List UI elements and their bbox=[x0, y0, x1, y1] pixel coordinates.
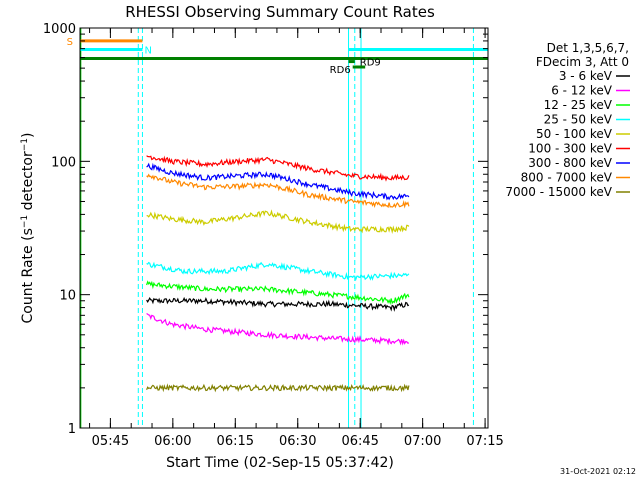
legend-header-line-1: Det 1,3,5,6,7, bbox=[547, 41, 629, 55]
series-25-50-kev bbox=[146, 261, 410, 282]
y-tick-label-1000: 1000 bbox=[43, 22, 76, 37]
legend: Det 1,3,5,6,7, FDecim 3, Att 0 3 - 6 keV… bbox=[505, 41, 630, 199]
series-7000-15000-kev bbox=[146, 383, 410, 393]
series-300-800-kev bbox=[146, 162, 410, 201]
legend-label-100-300-kev: 100 - 300 keV bbox=[528, 142, 612, 156]
y-axis-label: Count Rate (s−1 detector−1) bbox=[20, 133, 36, 324]
x-axis-label: Start Time (02-Sep-15 05:37:42) bbox=[166, 455, 394, 471]
legend-label-25-50-kev: 25 - 50 keV bbox=[544, 113, 613, 127]
series-line-7000-15000-kev bbox=[146, 383, 410, 393]
series-100-300-kev bbox=[146, 155, 410, 182]
series-line-50-100-kev bbox=[146, 209, 410, 234]
series-line-3-6-kev bbox=[146, 296, 410, 312]
chart-title: RHESSI Observing Summary Count Rates bbox=[125, 3, 435, 21]
data-layer: S N RD9 RD6 bbox=[67, 28, 488, 428]
series-line-100-300-kev bbox=[146, 155, 410, 182]
axis-layer: 1 10 100 1000 05:45 06:00 06:15 06:30 06:45 07:00… bbox=[43, 22, 504, 449]
x-tick-label-06-15: 06:15 bbox=[217, 434, 254, 449]
series-line-25-50-kev bbox=[146, 261, 410, 282]
x-tick-label-06-30: 06:30 bbox=[279, 434, 316, 449]
series-800-7000-kev bbox=[146, 173, 410, 209]
legend-header-line-2: FDecim 3, Att 0 bbox=[536, 55, 629, 69]
legend-label-7000-15000-kev: 7000 - 15000 keV bbox=[505, 185, 612, 199]
series-line-300-800-kev bbox=[146, 162, 410, 201]
legend-label-6-12-kev: 6 - 12 keV bbox=[551, 84, 613, 98]
x-tick-label-07-15: 07:15 bbox=[466, 434, 503, 449]
footer-date: 31-Oct-2021 02:12 bbox=[560, 467, 636, 476]
series-line-12-25-kev bbox=[146, 280, 410, 306]
x-tick-label-07-00: 07:00 bbox=[404, 434, 441, 449]
flag-label-s: S bbox=[67, 37, 73, 48]
series-12-25-kev bbox=[146, 280, 410, 306]
y-tick-label-100: 100 bbox=[51, 155, 76, 170]
legend-label-12-25-kev: 12 - 25 keV bbox=[544, 98, 613, 112]
flag-label-rd6: RD6 bbox=[330, 65, 351, 76]
x-tick-label-06-45: 06:45 bbox=[341, 434, 378, 449]
y-tick-label-1: 1 bbox=[68, 422, 76, 437]
legend-label-800-7000-kev: 800 - 7000 keV bbox=[521, 171, 613, 185]
legend-label-3-6-kev: 3 - 6 keV bbox=[559, 69, 613, 83]
legend-label-50-100-kev: 50 - 100 keV bbox=[536, 127, 613, 141]
series-line-6-12-kev bbox=[146, 312, 410, 346]
series-6-12-kev bbox=[146, 312, 410, 346]
x-tick-label-06-00: 06:00 bbox=[154, 434, 191, 449]
series-line-800-7000-kev bbox=[146, 173, 410, 209]
y-tick-label-10: 10 bbox=[59, 289, 76, 304]
plot-frame bbox=[79, 27, 489, 429]
x-tick-label-05-45: 05:45 bbox=[92, 434, 129, 449]
series-50-100-kev bbox=[146, 209, 410, 234]
series-3-6-kev bbox=[146, 296, 410, 312]
legend-label-300-800-kev: 300 - 800 keV bbox=[528, 156, 612, 170]
flag-label-rd9: RD9 bbox=[360, 58, 381, 69]
flag-label-n: N bbox=[144, 45, 151, 56]
